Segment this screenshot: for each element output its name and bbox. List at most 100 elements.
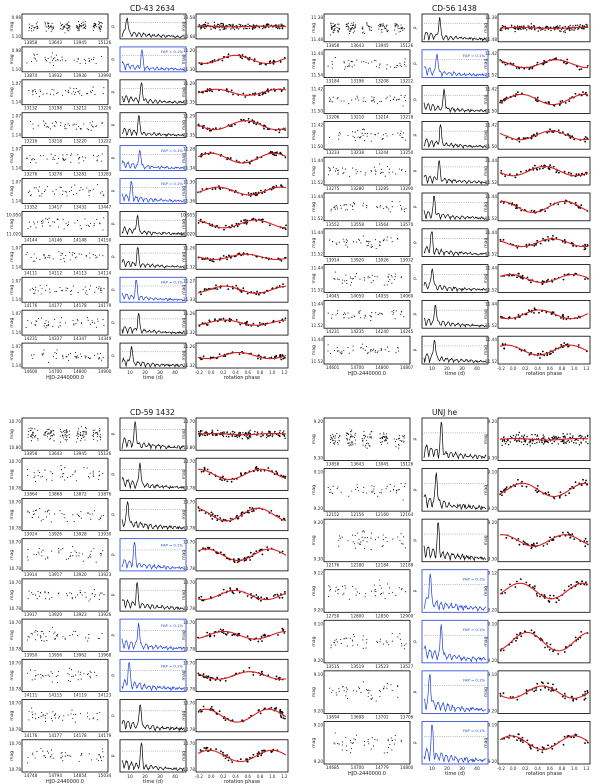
lightcurve-point	[71, 93, 73, 95]
lightcurve-point	[356, 59, 358, 61]
lightcurve-point	[41, 287, 43, 289]
lightcurve-point	[364, 100, 366, 102]
phase-point	[570, 695, 573, 698]
lightcurve-point	[53, 193, 56, 195]
lightcurve-point	[403, 63, 406, 66]
lightcurve-point	[331, 63, 333, 65]
lightcurve-point	[334, 442, 336, 444]
phase-ylabel: mag	[484, 636, 489, 646]
lightcurve-point	[334, 437, 336, 439]
phase-point	[282, 629, 284, 631]
phase-tick-y: 11.32	[183, 264, 195, 269]
phase-point	[543, 594, 546, 596]
phase-point	[197, 222, 200, 224]
lightcurve-tick-x: 14111	[24, 270, 38, 275]
phase-point	[223, 431, 225, 433]
phase-ylabel: mag	[182, 751, 187, 761]
phase-point	[584, 140, 587, 143]
phase-point	[248, 58, 251, 61]
lightcurve-tick-x: 14178	[73, 303, 87, 308]
lightcurve-point	[348, 442, 350, 444]
lightcurve-point	[401, 27, 403, 29]
phase-tick-y: 11.52	[485, 180, 497, 185]
lightcurve-point	[36, 751, 38, 753]
lightcurve-point	[335, 440, 337, 442]
phase-point	[281, 27, 284, 30]
lightcurve-point	[393, 66, 395, 68]
phase-point	[559, 437, 561, 439]
lightcurve-point	[386, 433, 388, 435]
lightcurve-point	[63, 435, 65, 437]
phase-point	[224, 680, 227, 682]
lightcurve-point	[46, 640, 48, 642]
lightcurve-point	[88, 475, 90, 478]
lightcurve-ylabel: mag	[10, 429, 15, 439]
lightcurve-point	[402, 137, 404, 139]
phase-point	[530, 23, 533, 25]
phase-tick-y: 11.29	[183, 81, 195, 86]
phase-point	[553, 104, 556, 107]
lightcurve-point	[367, 738, 369, 740]
phase-point	[515, 434, 518, 436]
lightcurve-point	[350, 281, 353, 283]
lightcurve-point	[29, 195, 31, 197]
phase-point	[238, 558, 241, 561]
phase-point	[205, 431, 207, 433]
lightcurve-point	[345, 691, 347, 693]
lightcurve-frame	[21, 211, 109, 237]
lightcurve-point	[52, 711, 54, 713]
lightcurve-point	[44, 720, 47, 722]
lightcurve-point	[394, 485, 396, 487]
lightcurve-point	[44, 432, 47, 434]
lightcurve-point	[347, 540, 349, 542]
phase-point	[265, 436, 268, 439]
lightcurve-point	[378, 244, 380, 246]
lightcurve-point	[62, 437, 64, 439]
phase-point	[219, 286, 222, 289]
lightcurve-tick-x: 15126	[400, 462, 414, 467]
lightcurve-point	[94, 22, 96, 24]
lightcurve-point	[71, 709, 73, 711]
lightcurve-point	[356, 97, 358, 99]
lightcurve-point	[348, 103, 350, 105]
phase-tick-y: 11.42	[485, 87, 497, 92]
lightcurve-point	[27, 756, 29, 759]
lightcurve-point	[381, 437, 383, 440]
phase-tick-x: 1.2	[583, 366, 590, 371]
periodogram-frame	[421, 619, 489, 664]
lightcurve-point	[77, 30, 79, 32]
lightcurve-tick-x: 14794	[49, 773, 63, 778]
lightcurve-point	[101, 592, 103, 594]
lightcurve-point	[95, 326, 97, 328]
periodogram-line	[423, 522, 487, 562]
lightcurve-point	[51, 681, 53, 683]
lightcurve-point	[31, 717, 34, 719]
lightcurve-point	[97, 184, 99, 186]
lightcurve-tick-y: 11.52	[311, 252, 323, 257]
lightcurve-point	[68, 434, 70, 436]
lightcurve-point	[88, 718, 90, 720]
lightcurve-point	[338, 350, 340, 352]
lightcurve-point	[384, 28, 386, 30]
periodogram-ylabel: P	[413, 277, 419, 280]
lightcurve-point	[400, 740, 402, 742]
lightcurve-tick-x: 14055	[375, 293, 389, 298]
lightcurve-point	[53, 89, 55, 91]
phase-point	[256, 156, 259, 159]
lightcurve-point	[36, 21, 38, 23]
lightcurve-point	[56, 349, 58, 351]
lightcurve-point	[339, 434, 341, 436]
lightcurve-point	[385, 537, 387, 539]
lightcurve-point	[44, 591, 46, 593]
phase-point	[579, 434, 581, 437]
lightcurve-point	[32, 289, 34, 291]
lightcurve-point	[64, 190, 66, 192]
lightcurve-point	[71, 290, 73, 292]
lightcurve-point	[54, 717, 56, 719]
lightcurve-point	[60, 317, 62, 319]
phase-point	[543, 354, 546, 357]
lightcurve-point	[82, 431, 85, 433]
lightcurve-point	[61, 432, 63, 434]
lightcurve-tick-x: 13932	[400, 258, 414, 263]
